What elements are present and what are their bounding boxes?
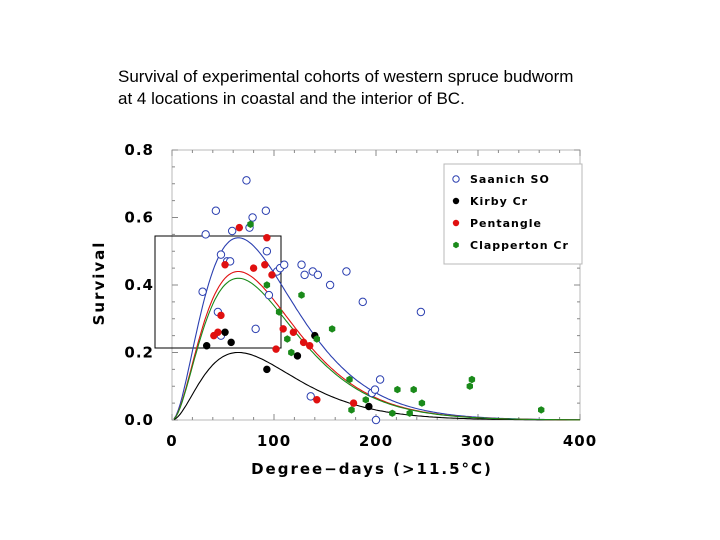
legend: Saanich SO Kirby Cr Pentangle Clapperton Cr bbox=[443, 163, 583, 265]
data-point bbox=[298, 291, 305, 299]
legend-label: Pentangle bbox=[470, 217, 542, 230]
axis-labels: 0 100 200 300 400 0.0 0.2 0.4 0.6 0.8 Degree−days … bbox=[90, 141, 597, 478]
data-point bbox=[268, 271, 276, 279]
data-point bbox=[538, 406, 545, 414]
data-point bbox=[375, 375, 385, 384]
data-point bbox=[264, 290, 274, 300]
data-point bbox=[297, 260, 306, 269]
y-axis-title: Survival bbox=[90, 241, 108, 326]
legend-label: Kirby Cr bbox=[470, 195, 528, 208]
data-point bbox=[221, 261, 229, 269]
data-point bbox=[217, 311, 225, 320]
data-point bbox=[468, 375, 476, 384]
data-point bbox=[242, 176, 251, 185]
data-point bbox=[313, 335, 320, 343]
data-point bbox=[342, 267, 351, 276]
data-point bbox=[349, 399, 358, 407]
data-point bbox=[346, 375, 353, 384]
data-point bbox=[306, 342, 314, 350]
data-point bbox=[263, 365, 271, 374]
data-point bbox=[211, 206, 221, 215]
data-point bbox=[348, 406, 355, 414]
data-point bbox=[370, 385, 380, 394]
data-point bbox=[293, 352, 302, 360]
data-point bbox=[201, 230, 210, 239]
data-point bbox=[313, 396, 321, 404]
data-point bbox=[284, 335, 291, 343]
x-tick-label: 100 bbox=[257, 432, 291, 450]
data-point bbox=[362, 396, 369, 404]
x-axis-title: Degree−days (>11.5°C) bbox=[251, 460, 493, 478]
data-point bbox=[248, 213, 257, 222]
data-point bbox=[313, 270, 323, 280]
data-point bbox=[406, 409, 413, 417]
data-point bbox=[358, 297, 367, 307]
data-point bbox=[261, 261, 269, 269]
data-point bbox=[198, 287, 207, 296]
data-point bbox=[300, 270, 309, 280]
data-point bbox=[394, 385, 401, 394]
data-point bbox=[262, 247, 272, 256]
legend-box bbox=[443, 163, 583, 265]
data-point bbox=[289, 328, 298, 336]
legend-marker bbox=[452, 219, 460, 227]
data-point bbox=[280, 260, 289, 269]
legend-label: Saanich SO bbox=[470, 173, 550, 186]
data-point bbox=[306, 392, 315, 401]
data-point bbox=[325, 280, 335, 290]
x-tick-label: 0 bbox=[166, 432, 177, 450]
data-point bbox=[251, 324, 260, 334]
data-point bbox=[416, 307, 426, 317]
legend-marker bbox=[452, 197, 460, 205]
figure-caption: Survival of experimental cohorts of west… bbox=[118, 66, 678, 110]
data-point bbox=[263, 234, 271, 242]
inset-box bbox=[154, 235, 282, 349]
fit-curve bbox=[173, 277, 580, 421]
data-point bbox=[235, 223, 244, 232]
legend-label: Clapperton Cr bbox=[470, 239, 569, 252]
data-point bbox=[227, 226, 237, 236]
data-point bbox=[202, 342, 211, 350]
data-point bbox=[389, 409, 396, 417]
data-point bbox=[214, 328, 222, 336]
data-point bbox=[272, 345, 280, 353]
y-tick-label: 0.2 bbox=[124, 344, 154, 362]
data-point bbox=[466, 382, 473, 390]
x-tick-label: 400 bbox=[563, 432, 597, 450]
data-points bbox=[198, 176, 545, 425]
data-point bbox=[275, 308, 283, 316]
legend-marker bbox=[453, 241, 459, 249]
fit-curve bbox=[173, 270, 580, 421]
data-point bbox=[261, 206, 271, 215]
caption-line-1: Survival of experimental cohorts of west… bbox=[118, 67, 574, 86]
data-point bbox=[365, 402, 373, 411]
data-point bbox=[263, 281, 271, 289]
data-point bbox=[221, 328, 229, 336]
x-tick-label: 300 bbox=[461, 432, 495, 450]
y-tick-label: 0.8 bbox=[124, 141, 154, 159]
data-point bbox=[288, 348, 295, 357]
y-tick-label: 0.0 bbox=[124, 411, 154, 429]
caption-line-2: at 4 locations in coastal and the interi… bbox=[118, 89, 465, 108]
data-point bbox=[279, 325, 287, 333]
data-point bbox=[247, 220, 254, 228]
data-point bbox=[410, 385, 417, 394]
data-point bbox=[249, 264, 258, 272]
x-tick-label: 200 bbox=[359, 432, 393, 450]
data-point bbox=[216, 250, 226, 259]
data-point bbox=[418, 399, 426, 407]
y-tick-label: 0.4 bbox=[124, 276, 154, 294]
y-tick-label: 0.6 bbox=[124, 209, 154, 227]
fitted-curves bbox=[173, 237, 580, 421]
data-point bbox=[227, 338, 235, 347]
data-point bbox=[371, 415, 381, 425]
legend-marker bbox=[452, 175, 460, 183]
data-point bbox=[299, 338, 308, 347]
data-point bbox=[328, 325, 336, 333]
